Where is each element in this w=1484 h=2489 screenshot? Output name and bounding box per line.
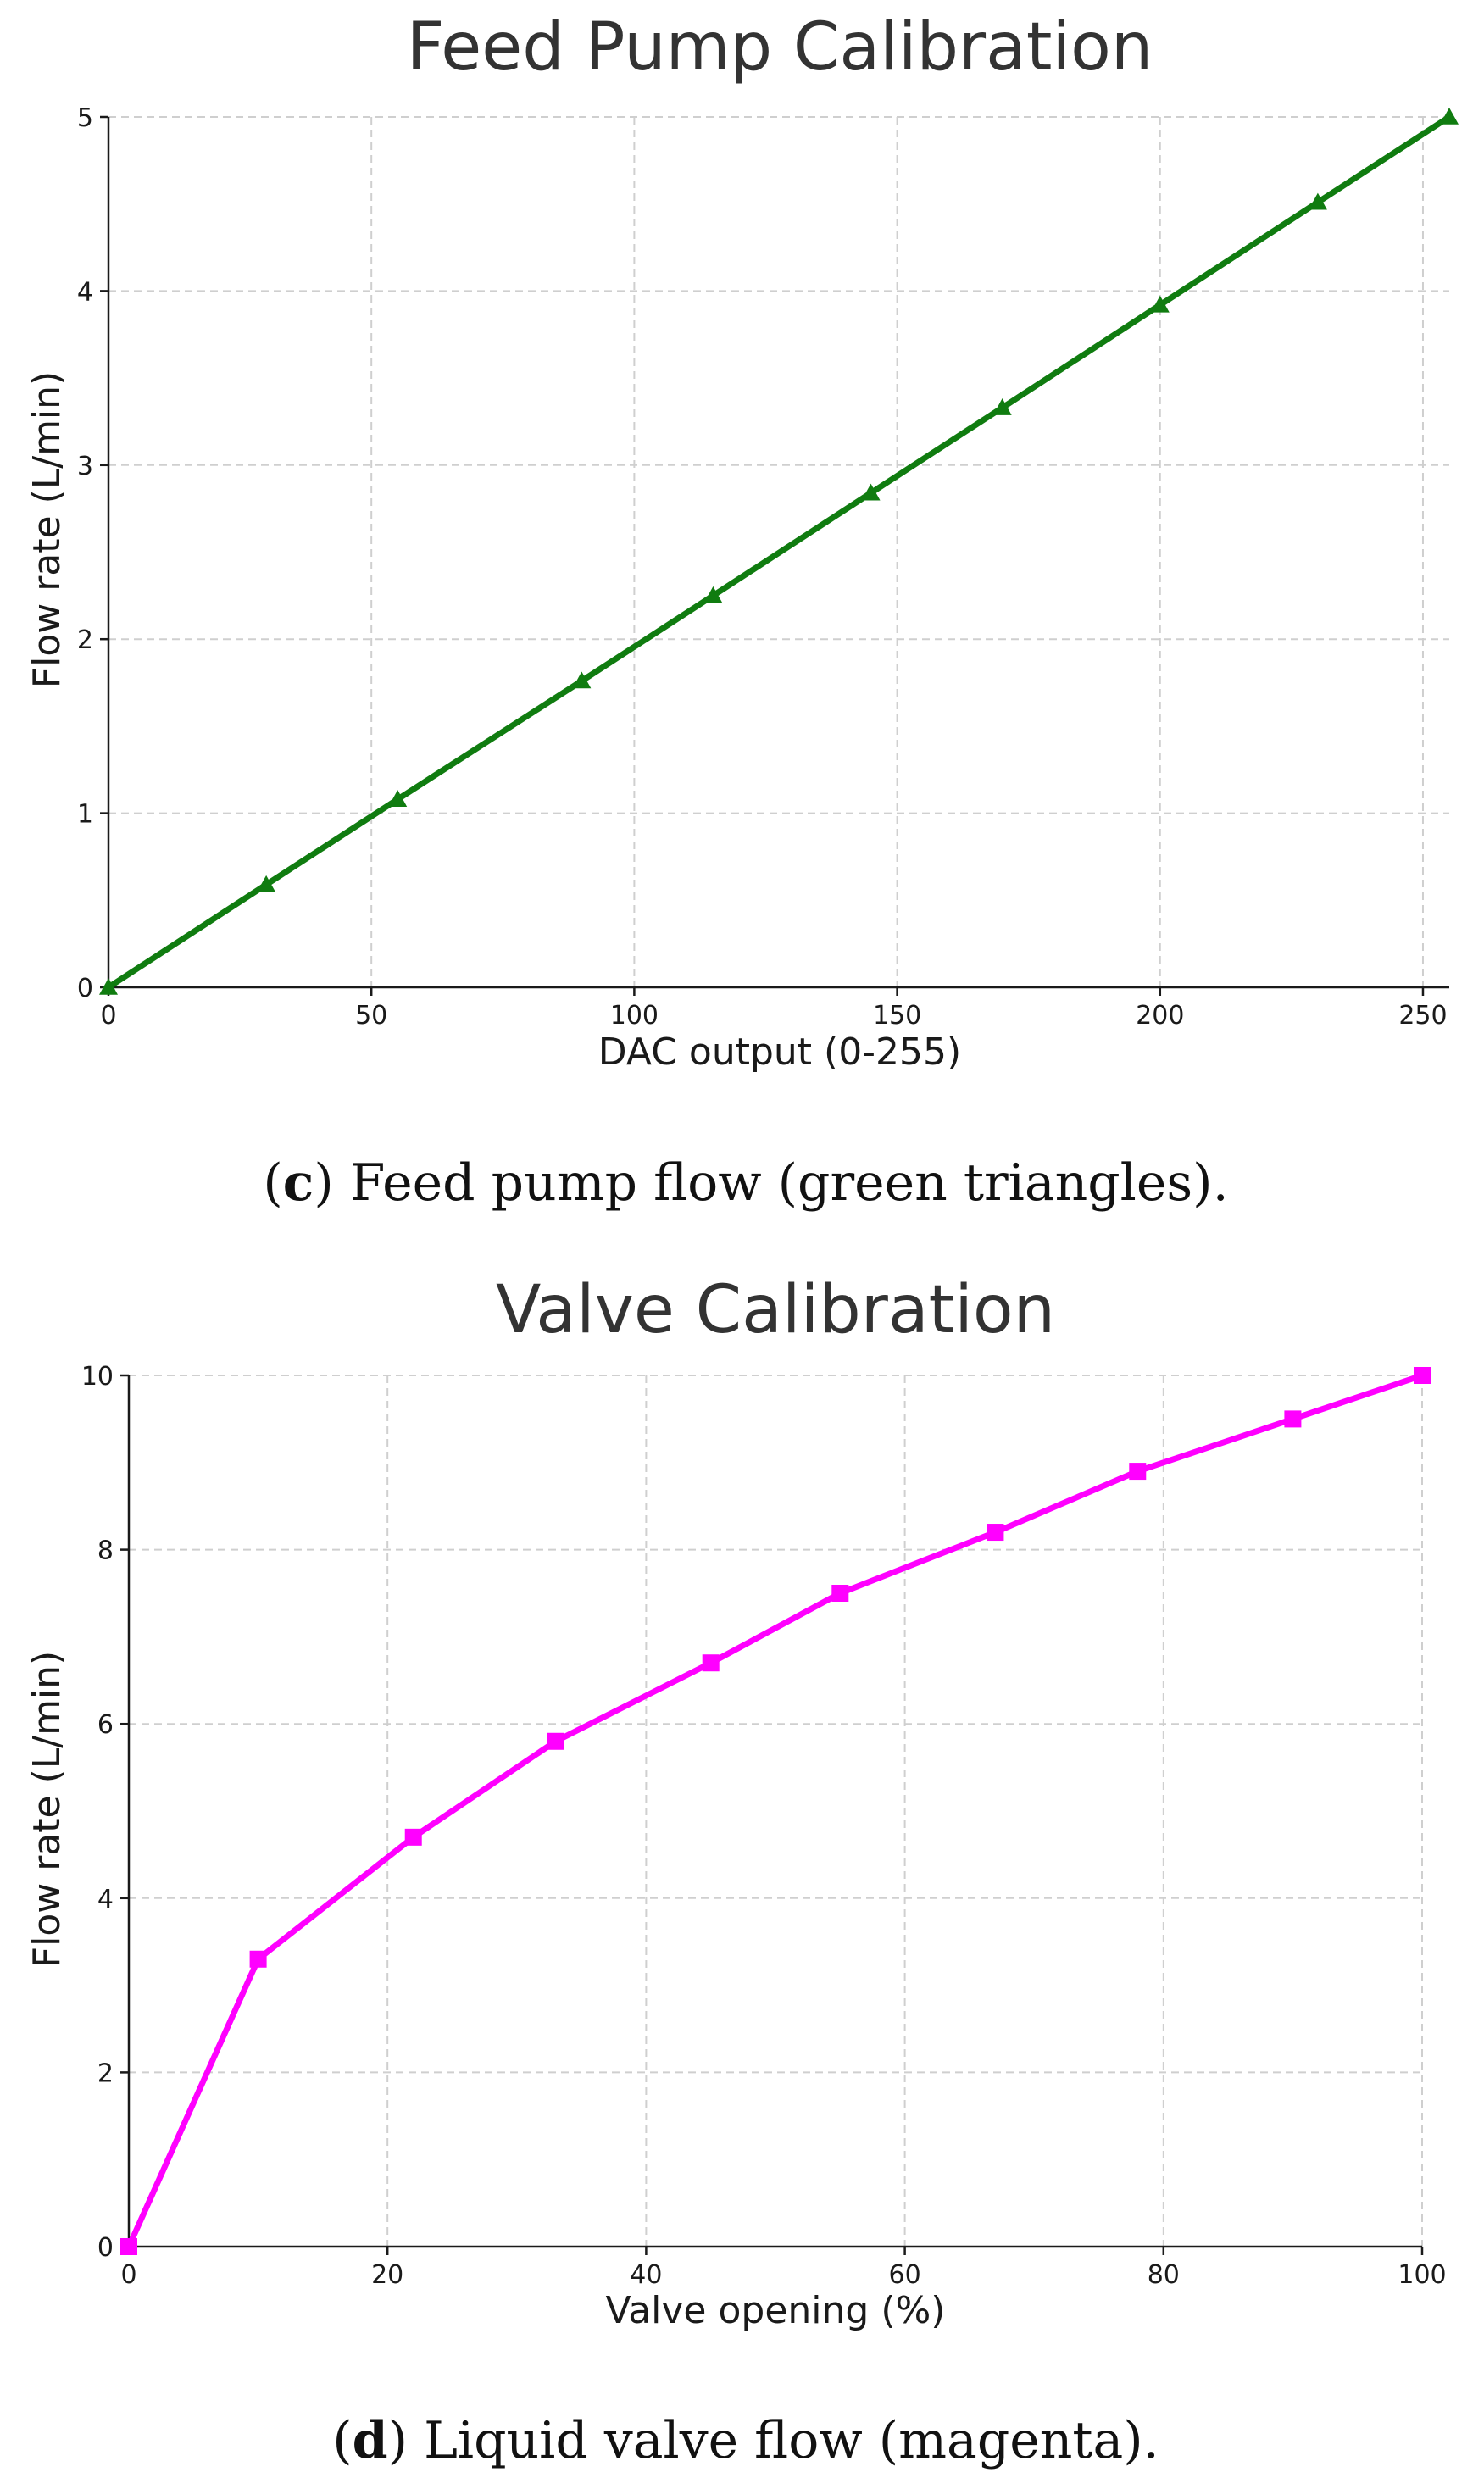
data-point-marker bbox=[388, 790, 408, 807]
plot-area: 0 20 40 60 80 100 0 2 4 6 8 10 bbox=[81, 1362, 1447, 2290]
x-tick-label: 0 bbox=[120, 2260, 136, 2290]
x-tick-label: 60 bbox=[889, 2260, 921, 2290]
caption-text: ) Liquid valve flow (magenta). bbox=[388, 2411, 1159, 2470]
x-tick-label: 150 bbox=[873, 1001, 921, 1031]
caption-label: d bbox=[353, 2411, 388, 2470]
y-tick-label: 0 bbox=[97, 2233, 114, 2263]
data-point-marker bbox=[120, 2238, 137, 2255]
y-tick-label: 6 bbox=[97, 1710, 114, 1740]
y-tick-label: 10 bbox=[81, 1362, 114, 1392]
data-point-marker bbox=[1308, 192, 1327, 210]
data-point-marker bbox=[1150, 295, 1170, 313]
data-point-marker bbox=[1284, 1410, 1302, 1428]
data-point-marker bbox=[547, 1732, 564, 1750]
x-tick-label: 100 bbox=[1398, 2260, 1446, 2290]
y-tick-label: 1 bbox=[77, 800, 93, 830]
data-point-marker bbox=[703, 586, 723, 603]
y-tick-label: 4 bbox=[97, 1885, 114, 1914]
y-tick-label: 2 bbox=[97, 2058, 114, 2088]
y-tick-label: 2 bbox=[77, 625, 93, 655]
data-point-marker bbox=[992, 398, 1012, 415]
figure-caption: (c) Feed pump flow (green triangles). bbox=[263, 1153, 1228, 1213]
figure-caption: (d) Liquid valve flow (magenta). bbox=[332, 2411, 1159, 2470]
y-axis-label: Flow rate (L/min) bbox=[25, 371, 69, 688]
x-tick-label: 40 bbox=[630, 2260, 662, 2290]
data-point-marker bbox=[404, 1828, 422, 1846]
x-axis-label: Valve opening (%) bbox=[606, 2289, 946, 2332]
y-tick-label: 8 bbox=[97, 1536, 114, 1566]
data-point-marker bbox=[1414, 1367, 1431, 1384]
chart-title: Feed Pump Calibration bbox=[407, 9, 1153, 86]
x-tick-label: 100 bbox=[610, 1001, 659, 1031]
y-tick-label: 0 bbox=[77, 974, 93, 1003]
x-tick-label: 50 bbox=[355, 1001, 387, 1031]
x-tick-label: 250 bbox=[1398, 1001, 1447, 1031]
series-line bbox=[105, 114, 1453, 991]
data-point-marker bbox=[861, 483, 881, 501]
y-tick-label: 3 bbox=[77, 452, 93, 481]
x-axis-label: DAC output (0-255) bbox=[598, 1031, 961, 1074]
feed-pump-chart: Feed Pump Calibration 0 50 100 150 200 250 0 1 2… bbox=[25, 9, 1459, 1213]
data-point-marker bbox=[987, 1524, 1004, 1542]
y-tick-label: 5 bbox=[77, 103, 93, 133]
y-axis-label: Flow rate (L/min) bbox=[25, 1651, 69, 1968]
data-point-marker bbox=[702, 1654, 720, 1672]
data-point-marker bbox=[831, 1585, 849, 1602]
plot-area: 0 50 100 150 200 250 0 1 2 3 4 5 bbox=[77, 103, 1459, 1031]
chart-title: Valve Calibration bbox=[496, 1272, 1055, 1348]
data-point-marker bbox=[249, 1950, 267, 1968]
x-tick-label: 20 bbox=[371, 2260, 403, 2290]
data-point-marker bbox=[1129, 1463, 1147, 1481]
x-tick-label: 80 bbox=[1148, 2260, 1180, 2290]
caption-label: c bbox=[283, 1153, 314, 1213]
data-point-marker bbox=[99, 978, 118, 995]
x-tick-label: 200 bbox=[1136, 1001, 1184, 1031]
x-tick-label: 0 bbox=[100, 1001, 116, 1031]
data-point-marker bbox=[257, 875, 276, 892]
data-point-marker bbox=[572, 671, 592, 689]
caption-text: ) Feed pump flow (green triangles). bbox=[314, 1153, 1228, 1213]
series-line bbox=[125, 1372, 1426, 2250]
y-tick-label: 4 bbox=[77, 277, 93, 307]
data-point-marker bbox=[1440, 108, 1459, 125]
valve-chart: Valve Calibration 0 20 40 60 80 100 0 2 4 6 8 10 Va… bbox=[25, 1272, 1447, 2470]
